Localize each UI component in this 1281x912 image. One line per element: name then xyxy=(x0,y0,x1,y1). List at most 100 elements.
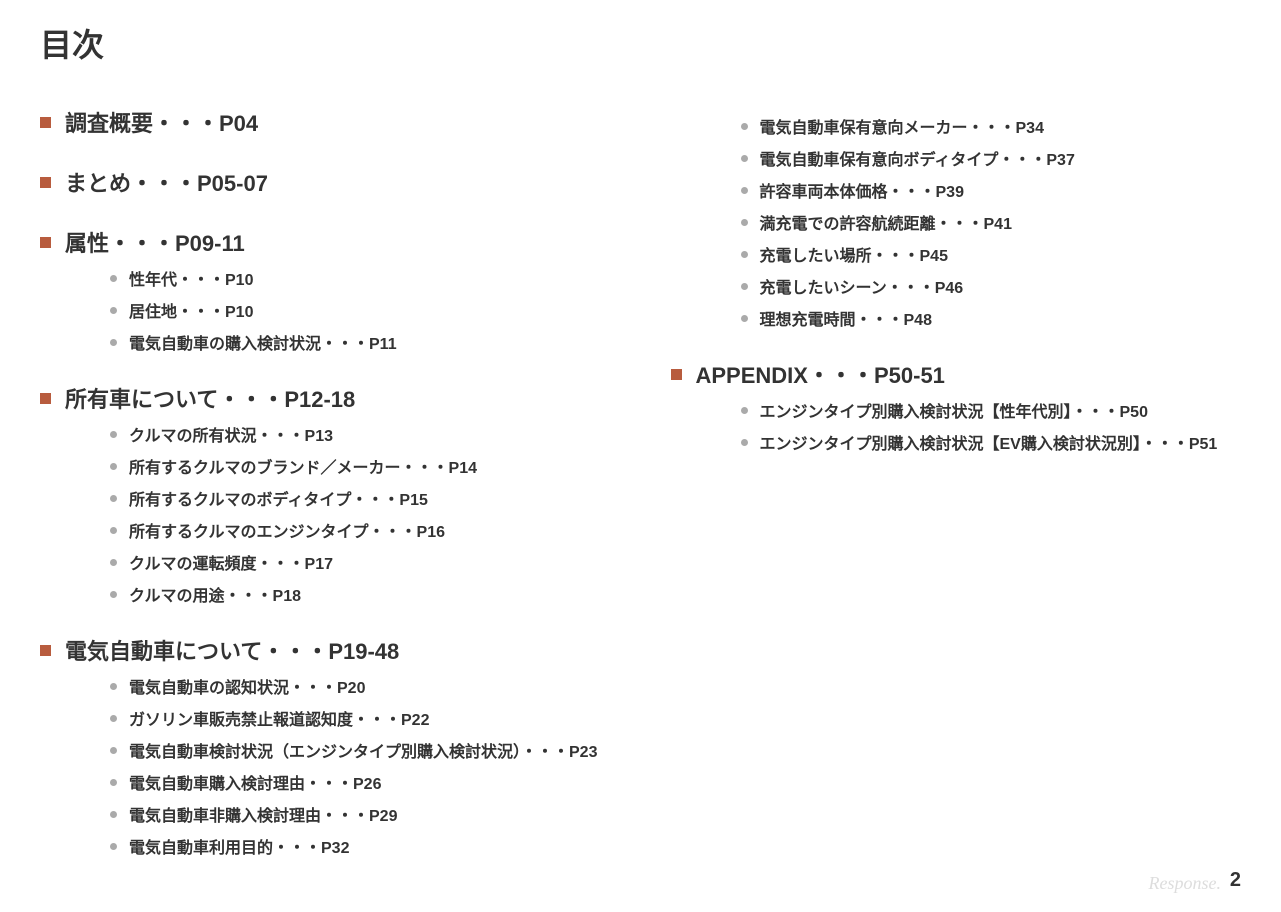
sub-item: エンジンタイプ別購入検討状況【性年代別】・・・P50 xyxy=(741,398,1242,422)
sub-list: クルマの所有状況・・・P13 所有するクルマのブランド／メーカー・・・P14 所有す… xyxy=(110,422,611,606)
sub-list: エンジンタイプ別購入検討状況【性年代別】・・・P50 エンジンタイプ別購入検討状況… xyxy=(741,398,1242,454)
sub-item-label: 所有するクルマのエンジンタイプ・・・P16 xyxy=(129,518,445,542)
sub-item-label: 満充電での許容航続距離・・・P41 xyxy=(760,210,1012,234)
sub-item-label: ガソリン車販売禁止報道認知度・・・P22 xyxy=(129,706,429,730)
watermark: Response. xyxy=(1149,873,1221,894)
toc-section: 属性・・・P09-11 性年代・・・P10 居住地・・・P10 電気自動車の購入検討状… xyxy=(40,226,611,354)
sub-item-label: 電気自動車検討状況（エンジンタイプ別購入検討状況）・・・P23 xyxy=(129,738,597,762)
sub-item: 所有するクルマのエンジンタイプ・・・P16 xyxy=(110,518,611,542)
section-header: 電気自動車について・・・P19-48 xyxy=(40,634,611,666)
toc-section: 所有車について・・・P12-18 クルマの所有状況・・・P13 所有するクルマのブラ… xyxy=(40,382,611,606)
sub-item-label: 電気自動車非購入検討理由・・・P29 xyxy=(129,802,397,826)
circle-bullet-icon xyxy=(110,811,117,818)
circle-bullet-icon xyxy=(110,779,117,786)
section-title: APPENDIX・・・P50-51 xyxy=(696,358,945,390)
circle-bullet-icon xyxy=(110,463,117,470)
sub-item-label: 電気自動車購入検討理由・・・P26 xyxy=(129,770,381,794)
sub-item: 電気自動車の認知状況・・・P20 xyxy=(110,674,611,698)
section-title: 電気自動車について・・・P19-48 xyxy=(65,634,399,666)
section-header: 属性・・・P09-11 xyxy=(40,226,611,258)
square-bullet-icon xyxy=(40,393,51,404)
circle-bullet-icon xyxy=(110,747,117,754)
sub-item-label: クルマの運転頻度・・・P17 xyxy=(129,550,333,574)
circle-bullet-icon xyxy=(741,155,748,162)
circle-bullet-icon xyxy=(110,275,117,282)
sub-item-label: 所有するクルマのブランド／メーカー・・・P14 xyxy=(129,454,477,478)
sub-item: 性年代・・・P10 xyxy=(110,266,611,290)
sub-item: 電気自動車の購入検討状況・・・P11 xyxy=(110,330,611,354)
sub-item: 理想充電時間・・・P48 xyxy=(741,306,1242,330)
section-header: 調査概要・・・P04 xyxy=(40,106,611,138)
sub-item: 電気自動車保有意向メーカー・・・P34 xyxy=(741,114,1242,138)
sub-item: 充電したいシーン・・・P46 xyxy=(741,274,1242,298)
section-title: 属性・・・P09-11 xyxy=(65,226,245,258)
sub-item-label: 理想充電時間・・・P48 xyxy=(760,306,932,330)
square-bullet-icon xyxy=(40,645,51,656)
square-bullet-icon xyxy=(40,117,51,128)
sub-item-label: 電気自動車の購入検討状況・・・P11 xyxy=(129,330,397,354)
circle-bullet-icon xyxy=(110,495,117,502)
square-bullet-icon xyxy=(40,237,51,248)
section-title: 所有車について・・・P12-18 xyxy=(65,382,355,414)
circle-bullet-icon xyxy=(110,683,117,690)
circle-bullet-icon xyxy=(110,715,117,722)
toc-section: APPENDIX・・・P50-51 エンジンタイプ別購入検討状況【性年代別】・・・… xyxy=(671,358,1242,454)
sub-item: 満充電での許容航続距離・・・P41 xyxy=(741,210,1242,234)
circle-bullet-icon xyxy=(741,439,748,446)
sub-item: 許容車両本体価格・・・P39 xyxy=(741,178,1242,202)
square-bullet-icon xyxy=(40,177,51,188)
circle-bullet-icon xyxy=(741,187,748,194)
circle-bullet-icon xyxy=(110,527,117,534)
sub-item: クルマの用途・・・P18 xyxy=(110,582,611,606)
sub-item: 電気自動車利用目的・・・P32 xyxy=(110,834,611,858)
sub-item: ガソリン車販売禁止報道認知度・・・P22 xyxy=(110,706,611,730)
circle-bullet-icon xyxy=(110,339,117,346)
sub-item: 所有するクルマのボディタイプ・・・P15 xyxy=(110,486,611,510)
sub-list: 電気自動車の認知状況・・・P20 ガソリン車販売禁止報道認知度・・・P22 電気自動… xyxy=(110,674,611,858)
sub-item: 電気自動車非購入検討理由・・・P29 xyxy=(110,802,611,826)
sub-item: 電気自動車購入検討理由・・・P26 xyxy=(110,770,611,794)
sub-item-label: 電気自動車保有意向ボディタイプ・・・P37 xyxy=(760,146,1075,170)
sub-item: クルマの運転頻度・・・P17 xyxy=(110,550,611,574)
columns-container: 調査概要・・・P04 まとめ・・・P05-07 属性・・・P09-11 性年代・・・P… xyxy=(40,106,1241,886)
circle-bullet-icon xyxy=(741,251,748,258)
sub-item-label: 電気自動車の認知状況・・・P20 xyxy=(129,674,365,698)
toc-section: まとめ・・・P05-07 xyxy=(40,166,611,198)
sub-item-label: エンジンタイプ別購入検討状況【性年代別】・・・P50 xyxy=(760,398,1148,422)
sub-item-label: 居住地・・・P10 xyxy=(129,298,253,322)
sub-item: 所有するクルマのブランド／メーカー・・・P14 xyxy=(110,454,611,478)
circle-bullet-icon xyxy=(110,559,117,566)
sub-item-label: 充電したい場所・・・P45 xyxy=(760,242,948,266)
left-column: 調査概要・・・P04 まとめ・・・P05-07 属性・・・P09-11 性年代・・・P… xyxy=(40,106,611,886)
circle-bullet-icon xyxy=(741,123,748,130)
circle-bullet-icon xyxy=(110,843,117,850)
page-title: 目次 xyxy=(40,20,1241,66)
section-header: APPENDIX・・・P50-51 xyxy=(671,358,1242,390)
section-header: まとめ・・・P05-07 xyxy=(40,166,611,198)
sub-item-label: 性年代・・・P10 xyxy=(129,266,253,290)
page-number: 2 xyxy=(1230,869,1241,892)
toc-section: 調査概要・・・P04 xyxy=(40,106,611,138)
right-column: 電気自動車保有意向メーカー・・・P34 電気自動車保有意向ボディタイプ・・・P37… xyxy=(671,106,1242,886)
sub-item: 居住地・・・P10 xyxy=(110,298,611,322)
circle-bullet-icon xyxy=(110,307,117,314)
sub-item: 充電したい場所・・・P45 xyxy=(741,242,1242,266)
sub-item: エンジンタイプ別購入検討状況【EV購入検討状況別】・・・P51 xyxy=(741,430,1242,454)
square-bullet-icon xyxy=(671,369,682,380)
sub-item-label: 電気自動車利用目的・・・P32 xyxy=(129,834,349,858)
sub-item: クルマの所有状況・・・P13 xyxy=(110,422,611,446)
circle-bullet-icon xyxy=(741,407,748,414)
sub-item: 電気自動車検討状況（エンジンタイプ別購入検討状況）・・・P23 xyxy=(110,738,611,762)
toc-section-continuation: 電気自動車保有意向メーカー・・・P34 電気自動車保有意向ボディタイプ・・・P37… xyxy=(671,114,1242,330)
circle-bullet-icon xyxy=(741,315,748,322)
circle-bullet-icon xyxy=(110,431,117,438)
sub-item-label: 許容車両本体価格・・・P39 xyxy=(760,178,964,202)
circle-bullet-icon xyxy=(110,591,117,598)
section-title: まとめ・・・P05-07 xyxy=(65,166,268,198)
section-header: 所有車について・・・P12-18 xyxy=(40,382,611,414)
sub-list: 性年代・・・P10 居住地・・・P10 電気自動車の購入検討状況・・・P11 xyxy=(110,266,611,354)
circle-bullet-icon xyxy=(741,219,748,226)
continuation-sub-list: 電気自動車保有意向メーカー・・・P34 電気自動車保有意向ボディタイプ・・・P37… xyxy=(741,114,1242,330)
sub-item-label: 所有するクルマのボディタイプ・・・P15 xyxy=(129,486,428,510)
sub-item-label: クルマの所有状況・・・P13 xyxy=(129,422,333,446)
